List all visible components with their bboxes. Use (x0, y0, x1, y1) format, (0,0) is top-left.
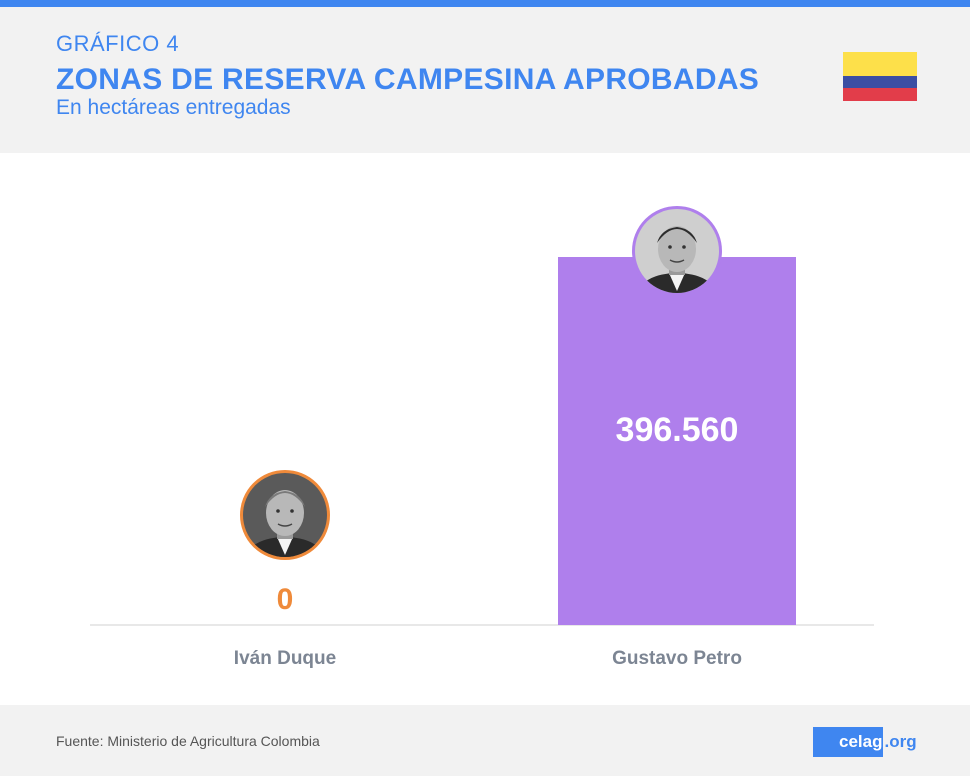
category-label-0: Iván Duque (234, 648, 336, 669)
chart-kicker: GRÁFICO 4 (56, 31, 180, 56)
value-label-1: 396.560 (616, 411, 739, 449)
source-note: Fuente: Ministerio de Agricultura Colomb… (56, 733, 320, 749)
petro-portrait-icon (632, 206, 722, 296)
top-accent-bar (0, 0, 970, 7)
celag-logo[interactable]: celag .org (813, 727, 917, 757)
flag-stripe-red (843, 88, 917, 101)
chart-footer: Fuente: Ministerio de Agricultura Colomb… (0, 705, 970, 776)
chart-title: ZONAS DE RESERVA CAMPESINA APROBADAS (56, 63, 760, 96)
bar-1 (558, 257, 796, 625)
chart-header: GRÁFICO 4 ZONAS DE RESERVA CAMPESINA APR… (0, 7, 970, 153)
celag-logo-suffix: .org (884, 732, 917, 751)
colombia-flag-icon (843, 52, 917, 101)
category-label-1: Gustavo Petro (612, 648, 742, 669)
celag-logo-main: celag (813, 727, 884, 757)
chart-area: 0 Iván Duque 396.560 Gustavo Petro (0, 153, 970, 705)
duque-portrait-icon (240, 470, 330, 560)
flag-stripe-yellow (843, 52, 917, 76)
chart-subtitle: En hectáreas entregadas (56, 96, 291, 119)
value-label-0: 0 (277, 583, 294, 616)
bar-chart: 0 Iván Duque 396.560 Gustavo Petro (90, 206, 874, 669)
flag-stripe-blue (843, 76, 917, 88)
